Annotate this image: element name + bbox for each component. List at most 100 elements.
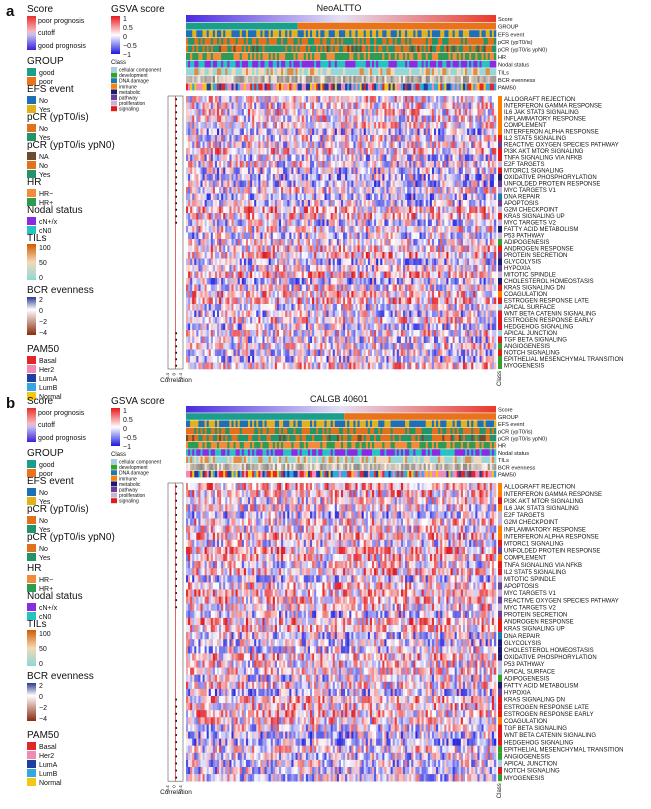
heatmap-cell	[303, 174, 307, 181]
heatmap-cell	[194, 180, 197, 188]
heatmap-cell	[403, 109, 406, 116]
track-cell	[237, 68, 241, 76]
heatmap-cell	[219, 226, 222, 233]
heatmap-cell	[268, 109, 272, 116]
heatmap-cell	[289, 219, 292, 227]
heatmap-cell	[456, 187, 460, 194]
heatmap-cell	[262, 154, 265, 162]
heatmap-cell	[405, 122, 408, 129]
heatmap-cell	[411, 213, 414, 220]
heatmap-cell	[378, 154, 381, 162]
heatmap-cell	[268, 206, 272, 214]
heatmap-cell	[188, 115, 191, 123]
heatmap-cell	[357, 232, 360, 240]
nodal-legend-title: Nodal status	[27, 591, 83, 602]
heatmap-cell	[225, 232, 228, 240]
heatmap-cell	[233, 200, 236, 207]
heatmap-cell	[322, 187, 325, 194]
heatmap-cell	[196, 167, 199, 175]
heatmap-cell	[481, 213, 484, 220]
heatmap-cell	[417, 187, 420, 194]
heatmap-cell	[473, 154, 476, 162]
heatmap-cell	[245, 109, 249, 116]
heatmap-cell	[283, 148, 286, 155]
heatmap-cell	[421, 200, 424, 207]
bcr-legend-tick: −2	[39, 705, 47, 712]
heatmap-cell	[359, 200, 362, 207]
track-cell	[217, 30, 220, 38]
heatmap-cell	[274, 161, 278, 168]
heatmap-cell	[198, 128, 201, 136]
track-cell	[214, 30, 218, 38]
heatmap-cell	[407, 200, 410, 207]
heatmap-cell	[429, 180, 433, 188]
track-cell	[454, 37, 458, 45]
heatmap-cell	[415, 161, 418, 168]
heatmap-cell	[243, 180, 247, 188]
annotation-track	[186, 37, 497, 45]
heatmap-cell	[320, 141, 323, 149]
track-cell	[266, 30, 269, 38]
heatmap-cell	[446, 154, 449, 162]
heatmap-cell	[256, 135, 259, 142]
track-cell	[376, 30, 379, 38]
heatmap-cell	[448, 141, 451, 149]
heatmap-cell	[225, 161, 228, 168]
track-cell	[276, 53, 280, 60]
heatmap-cell	[473, 174, 476, 181]
heatmap-cell	[214, 180, 218, 188]
track-cell	[206, 68, 210, 76]
track-cell	[202, 60, 205, 68]
heatmap-cell	[429, 239, 433, 246]
heatmap-cell	[200, 206, 203, 214]
heatmap-cell	[223, 96, 226, 103]
heatmap-cell	[363, 109, 367, 116]
heatmap-cell	[390, 96, 393, 103]
track-cell	[312, 37, 315, 45]
heatmap-cell	[206, 102, 210, 110]
track-cell	[260, 45, 263, 53]
track-label: HR	[498, 55, 506, 61]
heatmap-cell	[237, 232, 241, 240]
heatmap-cell	[276, 187, 280, 194]
heatmap-cell	[210, 115, 214, 123]
heatmap-cell	[206, 239, 210, 246]
track-cell	[264, 68, 267, 76]
track-cell	[398, 83, 402, 91]
heatmap-cell	[473, 128, 476, 136]
track-cell	[458, 68, 462, 76]
heatmap-cell	[409, 128, 412, 136]
heatmap-cell	[256, 206, 259, 214]
heatmap-cell	[221, 102, 224, 110]
track-cell	[396, 83, 400, 91]
hr-legend-label: HR−	[39, 191, 53, 198]
track-cell	[330, 37, 334, 45]
tils-legend-title: TILs	[27, 233, 46, 244]
heatmap-cell	[471, 128, 474, 136]
pcr2-legend-label: No	[39, 163, 48, 170]
heatmap-cell	[462, 219, 466, 227]
heatmap-cell	[400, 193, 404, 201]
heatmap-cell	[369, 232, 373, 240]
heatmap-cell	[260, 239, 263, 246]
track-cell	[376, 37, 379, 45]
heatmap-cell	[272, 232, 276, 240]
track-cell	[192, 45, 195, 53]
heatmap-cell	[477, 174, 480, 181]
heatmap-cell	[361, 232, 365, 240]
heatmap-cell	[190, 122, 193, 129]
heatmap-cell	[359, 161, 362, 168]
heatmap-cell	[465, 122, 468, 129]
heatmap-cell	[343, 102, 346, 110]
heatmap-cell	[289, 232, 292, 240]
heatmap-cell	[301, 232, 305, 240]
heatmap-cell	[351, 135, 354, 142]
heatmap-cell	[287, 180, 290, 188]
track-cell	[365, 68, 369, 76]
heatmap-cell	[287, 200, 290, 207]
heatmap-cell	[208, 200, 212, 207]
heatmap-cell	[462, 102, 466, 110]
heatmap-cell	[221, 167, 224, 175]
heatmap-cell	[274, 102, 278, 110]
heatmap-cell	[419, 187, 422, 194]
